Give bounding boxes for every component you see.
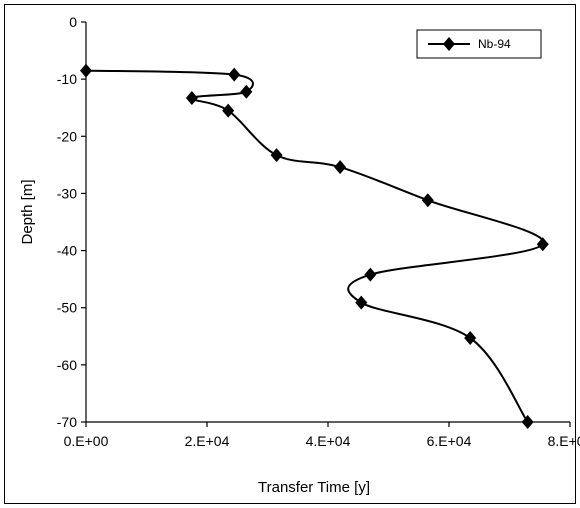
- y-tick-label: -60: [57, 357, 77, 373]
- plot-area: [86, 22, 570, 422]
- x-tick-label: 0.E+00: [64, 433, 109, 449]
- y-tick-label: 0: [69, 14, 77, 30]
- data-point-6: [270, 148, 283, 163]
- data-point-5: [222, 103, 235, 118]
- data-point-9: [536, 237, 549, 252]
- legend-label-nb-94: Nb-94: [478, 37, 511, 51]
- y-tick-label: -50: [57, 300, 77, 316]
- data-point-13: [521, 415, 534, 429]
- data-point-3: [240, 84, 253, 99]
- y-tick-label: -70: [57, 414, 77, 430]
- data-point-2: [228, 67, 241, 82]
- data-point-8: [421, 193, 434, 208]
- x-tick-label: 4.E+04: [306, 433, 351, 449]
- x-tick-label: 8.E+04: [548, 433, 580, 449]
- x-axis: 0.E+00 2.E+04 4.E+04 6.E+04 8.E+04: [64, 421, 580, 449]
- x-tick-label: 2.E+04: [185, 433, 230, 449]
- y-tick-label: -20: [57, 128, 77, 144]
- data-point-12: [464, 331, 477, 345]
- x-tick-label: 6.E+04: [427, 433, 472, 449]
- y-tick-label: -30: [57, 185, 77, 201]
- data-point-7: [334, 160, 347, 175]
- y-axis: 0 -10 -20 -30 -40 -50 -60 -70: [57, 14, 87, 430]
- y-axis-title: Depth [m]: [19, 179, 36, 244]
- data-point-1: [80, 63, 92, 78]
- x-axis-title: Transfer Time [y]: [258, 479, 370, 496]
- data-point-4: [185, 91, 198, 105]
- y-tick-label: -10: [57, 71, 77, 87]
- data-point-11: [355, 295, 368, 310]
- series-layer: [80, 63, 549, 429]
- y-tick-label: -40: [57, 243, 77, 259]
- legend: Nb-94: [416, 29, 542, 59]
- legend-diamond-icon: [443, 37, 455, 51]
- data-point-10: [364, 267, 377, 282]
